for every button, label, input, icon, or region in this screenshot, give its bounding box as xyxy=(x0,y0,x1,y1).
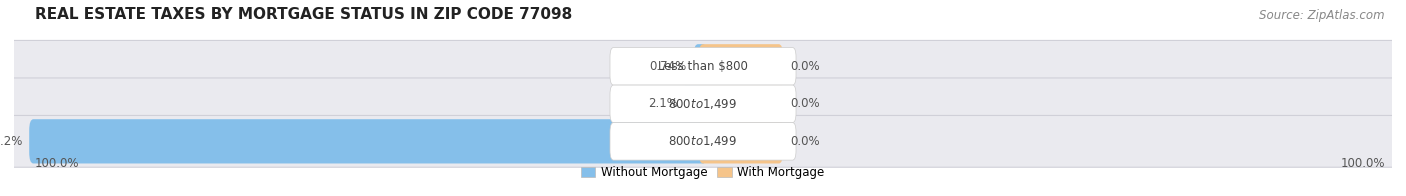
FancyBboxPatch shape xyxy=(8,115,1398,167)
FancyBboxPatch shape xyxy=(610,48,796,85)
FancyBboxPatch shape xyxy=(699,82,783,126)
FancyBboxPatch shape xyxy=(693,44,707,88)
Legend: Without Mortgage, With Mortgage: Without Mortgage, With Mortgage xyxy=(581,166,825,179)
FancyBboxPatch shape xyxy=(610,122,796,160)
Text: 97.2%: 97.2% xyxy=(0,135,22,148)
FancyBboxPatch shape xyxy=(8,40,1398,92)
Text: REAL ESTATE TAXES BY MORTGAGE STATUS IN ZIP CODE 77098: REAL ESTATE TAXES BY MORTGAGE STATUS IN … xyxy=(35,7,572,22)
Text: 100.0%: 100.0% xyxy=(1340,157,1385,170)
Text: 0.0%: 0.0% xyxy=(790,97,820,110)
Text: 0.0%: 0.0% xyxy=(790,135,820,148)
FancyBboxPatch shape xyxy=(610,85,796,122)
FancyBboxPatch shape xyxy=(8,78,1398,130)
FancyBboxPatch shape xyxy=(30,119,707,163)
Text: 100.0%: 100.0% xyxy=(35,157,79,170)
Text: Source: ZipAtlas.com: Source: ZipAtlas.com xyxy=(1260,9,1385,22)
Text: Less than $800: Less than $800 xyxy=(658,60,748,73)
FancyBboxPatch shape xyxy=(685,82,707,126)
Text: $800 to $1,499: $800 to $1,499 xyxy=(668,134,738,148)
FancyBboxPatch shape xyxy=(699,44,783,88)
FancyBboxPatch shape xyxy=(699,119,783,163)
Text: 0.74%: 0.74% xyxy=(650,60,688,73)
Text: 0.0%: 0.0% xyxy=(790,60,820,73)
Text: 2.1%: 2.1% xyxy=(648,97,678,110)
Text: $800 to $1,499: $800 to $1,499 xyxy=(668,97,738,111)
